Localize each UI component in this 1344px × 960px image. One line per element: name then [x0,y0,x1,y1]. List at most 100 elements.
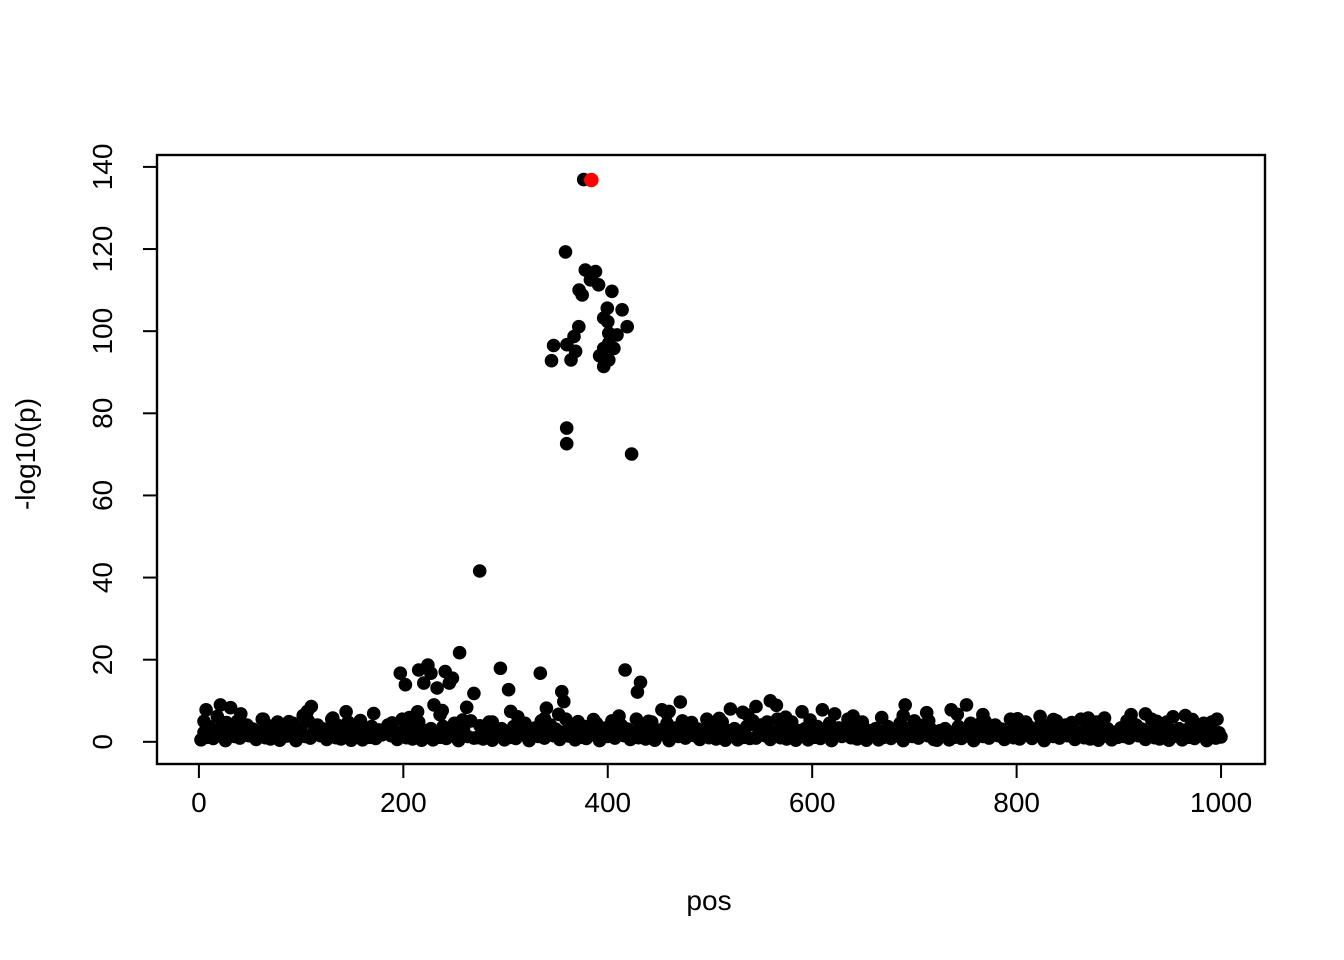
data-point [326,711,340,725]
data-point [424,666,438,680]
data-point [398,677,413,692]
data-point [537,712,552,726]
y-axis: 0 20 40 60 80 100 120 140 [87,144,157,750]
data-point [472,564,487,578]
data-point [533,666,548,680]
data-point [662,704,676,719]
data-point [559,421,574,435]
data-point [749,699,763,714]
data-point [601,314,615,329]
data-point [256,712,271,726]
data-point [557,694,571,709]
data-point [1166,710,1180,724]
data-point [1033,709,1047,724]
data-point [1124,707,1138,722]
data-point [618,663,632,677]
data-point [546,338,561,353]
data-point [919,705,934,720]
data-point [410,705,425,719]
y-tick-label: 40 [87,562,118,593]
data-point [430,681,444,695]
data-point [501,682,516,697]
x-tick-label: 0 [191,787,207,818]
data-point [1149,714,1164,729]
data-point [769,698,784,713]
data-point [417,676,431,690]
data-point [586,712,601,727]
data-point [366,706,381,721]
data-point [735,705,750,720]
data-point [684,715,699,730]
data-point [564,353,578,367]
data-point [339,705,353,719]
x-tick-label: 200 [380,787,427,818]
data-point [1214,730,1228,744]
data-point [620,319,634,334]
data-point [234,707,248,721]
y-tick-label: 0 [87,734,118,750]
y-tick-label: 120 [87,226,118,273]
data-point [455,713,470,727]
data-point [760,715,774,729]
data-point [896,708,910,723]
data-point [1081,711,1095,725]
data-point [223,700,238,715]
data-point [591,278,606,292]
data-point [393,666,408,680]
data-point [1065,715,1079,730]
data-point [1097,711,1112,725]
y-tick-label: 80 [87,398,118,429]
data-point [353,713,368,728]
data-point [944,703,958,717]
data-point [442,676,457,690]
y-tick-label: 60 [87,480,118,511]
data-point [199,703,213,717]
data-point [575,288,589,302]
y-axis-title: -log10(p) [10,398,41,510]
x-tick-label: 1000 [1190,787,1252,818]
y-tick-label: 140 [87,144,118,191]
data-point [551,707,566,722]
y-tick-label: 100 [87,308,118,355]
data-point [503,704,518,719]
highlighted-data-point [584,172,599,188]
y-tick-label: 20 [87,644,118,675]
data-point [1046,712,1061,727]
data-point [282,714,296,729]
data-point [612,709,626,723]
data-point [558,245,573,259]
data-point [459,700,474,715]
data-point [641,714,656,729]
data-point [1210,712,1224,726]
x-tick-label: 400 [584,787,631,818]
data-point [219,715,234,730]
data-point [778,710,793,724]
data-point [959,698,974,712]
data-point [605,284,619,299]
data-point [596,359,611,374]
data-point [485,715,500,729]
data-point [976,707,990,722]
data-point [874,710,889,725]
data-point [571,714,585,729]
data-point [467,686,481,701]
data-point [385,716,399,730]
data-point [1018,716,1032,730]
data-point [493,661,508,676]
x-tick-label: 800 [993,787,1040,818]
data-point [197,714,211,729]
data-point [846,709,860,723]
plot-border [155,153,1267,766]
data-point [827,707,842,721]
data-point [615,303,629,317]
data-point [559,436,574,451]
data-point [607,341,621,356]
data-point [723,702,738,716]
data-point [1178,708,1193,723]
data-point [539,701,554,715]
data-point [213,698,228,712]
data-point [898,698,912,712]
data-point [795,705,809,719]
data-point [435,703,450,718]
data-points-layer [194,172,1228,748]
